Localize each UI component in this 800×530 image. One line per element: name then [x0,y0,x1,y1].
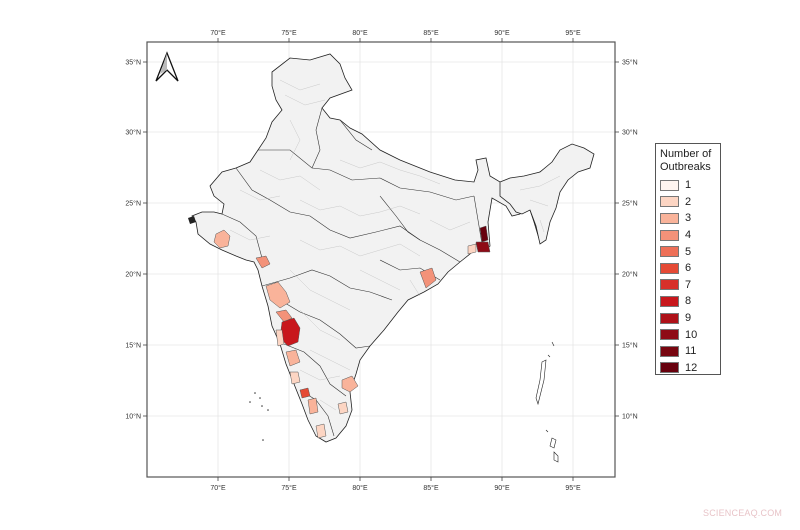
legend-swatch [660,345,679,357]
y-tick-label: 30°N [125,129,141,137]
legend-item: 4 [660,227,716,244]
legend-item: 8 [660,293,716,310]
y-tick-label: 25°N [125,200,141,208]
district-visakhapatnam [419,267,437,289]
legend-label: 4 [685,229,692,242]
legend-item: 11 [660,343,716,360]
y-tick-label: 30°N [622,129,638,137]
y-tick-label: 35°N [622,59,638,67]
legend-swatch [660,246,679,258]
andaman-nicobar-islands [535,341,559,463]
y-tick-label: 10°N [622,413,638,421]
legend-item: 9 [660,310,716,327]
legend-label: 10 [685,328,698,341]
y-tick-labels-right: 35°N 30°N 25°N 20°N 15°N 10°N [622,59,638,421]
x-tick-label: 70°E [210,484,226,492]
district-thane [255,255,271,269]
district-thrissur [307,397,319,415]
district-nadia [475,241,491,253]
lakshadweep-islands [249,392,269,441]
district-boundaries [229,79,561,411]
legend-title: Number of Outbreaks [660,148,716,174]
legend-swatch [660,262,679,274]
country-outline [191,53,595,443]
x-tick-label: 75°E [281,29,297,37]
legend-swatch [660,279,679,291]
x-tick-label: 95°E [565,484,581,492]
legend-swatch [660,329,679,341]
district-dakshina [289,371,301,385]
legend-swatch [660,179,679,191]
x-tick-label: 85°E [423,484,439,492]
north-arrow-icon [155,51,179,82]
legend-swatch [660,295,679,307]
x-tick-label: 95°E [565,29,581,37]
legend-item: 6 [660,260,716,277]
x-tick-label: 90°E [494,29,510,37]
legend-label: 2 [685,195,692,208]
x-tick-label: 80°E [352,484,368,492]
axis-ticks [143,38,619,481]
district-gujarat [213,229,231,249]
legend-swatch [660,212,679,224]
plot-frame [146,41,616,478]
legend-label: 9 [685,312,692,325]
district-goa [275,329,285,347]
legend-label: 11 [685,345,697,358]
x-tick-label: 80°E [352,29,368,37]
district-wb-coast [467,243,477,255]
x-tick-labels-bottom: 70°E 75°E 80°E 85°E 90°E 95°E [210,484,581,492]
legend-label: 1 [685,179,692,192]
legend-swatch [660,196,679,208]
legend-item: 12 [660,360,716,377]
y-tick-labels-left: 35°N 30°N 25°N 20°N 15°N 10°N [125,59,141,421]
x-tick-labels-top: 70°E 75°E 80°E 85°E 90°E 95°E [210,29,581,37]
legend-title-line1: Number of [660,148,712,160]
district-chennai [341,375,359,393]
legend-items: 1 2 3 4 5 6 7 8 9 10 11 12 [660,177,716,376]
india-mainland [191,53,581,443]
x-tick-label: 90°E [494,484,510,492]
legend-label: 8 [685,295,692,308]
district-kozhikode [299,387,311,399]
district-pune [265,281,291,309]
legend-label: 12 [685,361,698,374]
legend-item: 10 [660,326,716,343]
y-tick-label: 35°N [125,59,141,67]
northeast-region [499,143,595,245]
legend-swatch [660,312,679,324]
legend-label: 6 [685,262,692,275]
legend-item: 1 [660,177,716,194]
legend-item: 3 [660,210,716,227]
legend-swatch [660,362,679,374]
y-tick-label: 10°N [125,413,141,421]
legend-item: 2 [660,194,716,211]
district-madurai [337,401,349,415]
x-tick-label: 85°E [423,29,439,37]
outbreak-districts [213,225,491,439]
legend-title-line2: Outbreaks [660,161,711,173]
legend-label: 3 [685,212,692,225]
y-tick-label: 15°N [125,342,141,350]
district-kolhapur [275,309,293,323]
legend-item: 7 [660,277,716,294]
legend-label: 7 [685,278,692,291]
y-tick-label: 25°N [622,200,638,208]
y-tick-label: 20°N [622,271,638,279]
y-tick-label: 15°N [622,342,638,350]
y-tick-label: 20°N [125,271,141,279]
legend-swatch [660,229,679,241]
watermark: SCIENCEAQ.COM [703,508,783,518]
district-kolkata [479,225,489,243]
district-shivamogga [285,349,301,367]
legend: Number of Outbreaks 1 2 3 4 5 6 7 8 9 10… [655,143,721,375]
kutch-tip [188,216,196,224]
x-tick-label: 70°E [210,29,226,37]
x-tick-label: 75°E [281,484,297,492]
district-kerala-south [315,423,327,439]
legend-item: 5 [660,243,716,260]
legend-label: 5 [685,245,692,258]
